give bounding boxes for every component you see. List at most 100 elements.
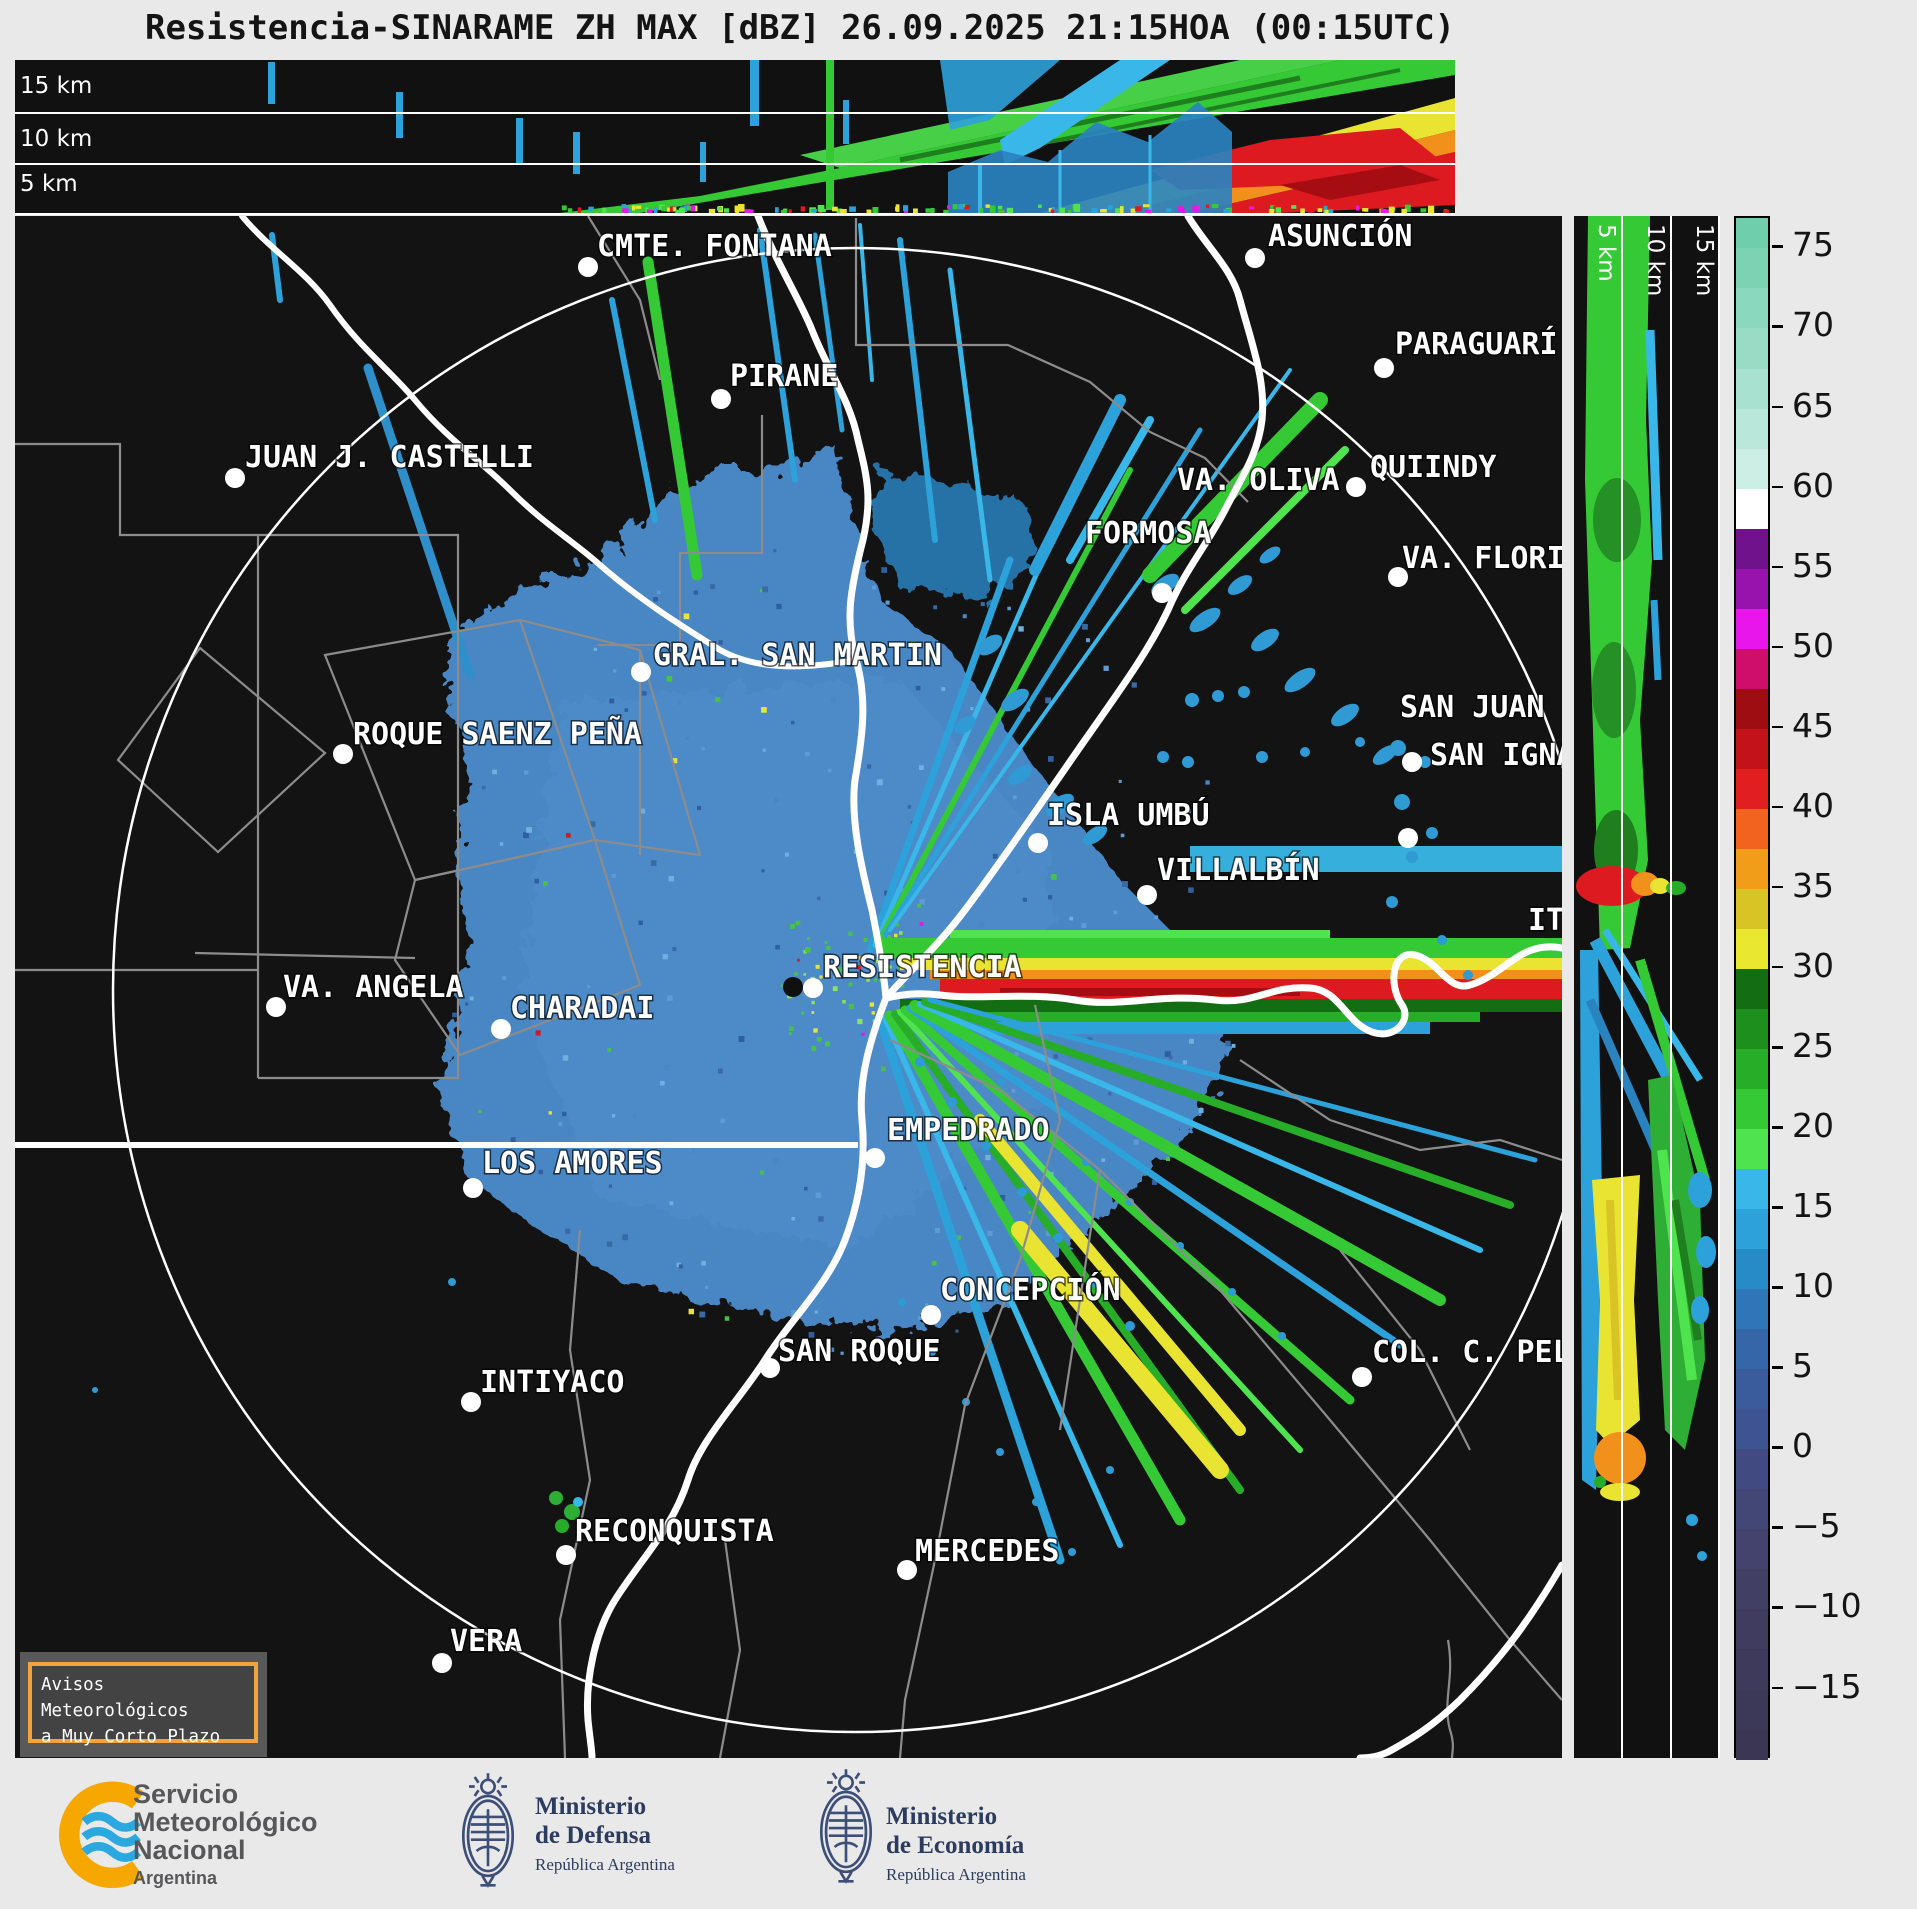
colorbar-tick (1772, 725, 1783, 729)
radar-range-circle (111, 246, 1562, 1734)
city-labels-layer: CMTE. FONTANA ASUNCIÓN PIRANE PARAGUARÍ JUAN… (225, 216, 1562, 1673)
colorbar-tick (1772, 1526, 1783, 1529)
colorbar-tick (1772, 1206, 1783, 1209)
city-dot (1352, 1367, 1372, 1387)
warning-line-2: a Muy Corto Plazo (41, 1727, 221, 1747)
colorbar-cell (1736, 568, 1768, 609)
colorbar-cell (1736, 888, 1768, 929)
colorbar-cell (1736, 368, 1768, 409)
colorbar-tick-label: 45 (1792, 705, 1834, 745)
scattered-echo-patches (92, 546, 1473, 1556)
city-dot (1346, 477, 1366, 497)
city-label: VA. ANGELA (283, 970, 464, 1005)
altitude-gridline-5km (15, 163, 1455, 165)
warning-box-inner: Avisos Meteorológicos a Muy Corto Plazo (28, 1662, 258, 1747)
stratiform-echo-region (440, 440, 1230, 1330)
city-label: LOS AMORES (482, 1146, 663, 1181)
city-label: GRAL. SAN MARTIN (653, 638, 942, 673)
defensa-coat-of-arms (461, 1773, 515, 1888)
city-dot (556, 1545, 576, 1565)
colorbar-cell (1736, 928, 1768, 969)
city-label: VILLALBÍN (1157, 852, 1320, 888)
colorbar-tick-label: 60 (1792, 465, 1834, 505)
altitude-label-5km: 5 km (20, 171, 78, 197)
colorbar-tick (1772, 325, 1783, 328)
colorbar-cell (1736, 848, 1768, 889)
city-label: SAN ROQUE (778, 1334, 941, 1369)
city-label: FORMOSA (1085, 516, 1211, 551)
city-label: JUAN J. CASTELLI (245, 440, 534, 475)
smn-line-3: Nacional (133, 1835, 246, 1865)
colorbar-tick-label: 25 (1792, 1026, 1834, 1066)
colorbar-tick-label: 75 (1792, 225, 1834, 265)
altitude-label-5km-v: 5 km (1593, 224, 1619, 282)
city-dot (491, 1019, 511, 1039)
city-dot (1028, 833, 1048, 853)
economia-wordmark: Ministerio de Economía República Argenti… (886, 1802, 1026, 1889)
colorbar-cell (1736, 1489, 1768, 1530)
colorbar-cell (1736, 1289, 1768, 1330)
economia-line-1: Ministerio (886, 1803, 998, 1830)
defensa-line-2: de Defensa (535, 1822, 651, 1849)
east-squall-band (880, 846, 1562, 1034)
defensa-line-3: República Argentina (535, 1855, 675, 1874)
city-dot (1402, 752, 1422, 772)
colorbar-cell (1736, 1049, 1768, 1090)
city-dot (897, 1560, 917, 1580)
colorbar-tick (1772, 1366, 1783, 1369)
city-dot (865, 1148, 885, 1168)
city-dot (461, 1392, 481, 1412)
city-label: ISLA UMBÚ (1047, 796, 1210, 833)
altitude-label-15km-v: 15 km (1691, 224, 1717, 297)
colorbar-tick (1772, 1446, 1783, 1449)
colorbar-tick-label: 55 (1792, 545, 1834, 585)
colorbar-cell (1736, 648, 1768, 689)
isolated-green-cell (549, 1491, 583, 1533)
city-label: COL. C. PELL (1372, 1335, 1562, 1370)
colorbar-tick-label: 15 (1792, 1186, 1834, 1226)
colorbar-cell (1736, 1089, 1768, 1130)
colorbar-tick (1772, 1126, 1783, 1129)
radar-site-dot (783, 977, 803, 997)
city-dot (803, 978, 823, 998)
colorbar-tick (1772, 405, 1783, 409)
colorbar-cell (1736, 1729, 1768, 1760)
city-dot (333, 744, 353, 764)
colorbar-cell (1736, 288, 1768, 329)
colorbar-tick-label: 70 (1792, 305, 1834, 345)
colorbar-cell (1736, 1369, 1768, 1410)
colorbar-tick-label: 50 (1792, 625, 1834, 665)
page-title: Resistencia-SINARAME ZH MAX [dBZ] 26.09.… (144, 8, 1456, 48)
colorbar-cell (1736, 448, 1768, 489)
city-label: ITÁ (1528, 902, 1562, 938)
city-label: CONCEPCIÓN (940, 1271, 1121, 1308)
city-dot (631, 662, 651, 682)
dbz-colorbar (1734, 216, 1770, 1760)
colorbar-cell (1736, 728, 1768, 769)
radar-map-plot: CMTE. FONTANA ASUNCIÓN PIRANE PARAGUARÍ JUAN… (15, 216, 1562, 1758)
colorbar-tick (1772, 965, 1783, 969)
city-label: CHARADAI (510, 991, 655, 1026)
smn-line-4: Argentina (133, 1868, 218, 1888)
colorbar-cell (1736, 968, 1768, 1009)
colorbar-tick-label: −5 (1792, 1506, 1841, 1546)
city-dot (760, 1358, 780, 1378)
colorbar-cell (1736, 808, 1768, 849)
smn-line-2: Meteorológico (133, 1807, 318, 1837)
colorbar-cell (1736, 1409, 1768, 1450)
colorbar-cell (1736, 1649, 1768, 1690)
city-dot (1137, 885, 1157, 905)
city-dot (1374, 358, 1394, 378)
altitude-gridline-5km-v (1621, 216, 1623, 1758)
top-cross-section-plot (268, 60, 1455, 213)
city-label: PIRANE (730, 359, 838, 394)
altitude-gridline-10km-v (1670, 216, 1672, 1758)
altitude-label-15km: 15 km (20, 73, 93, 99)
top-cross-section-panel: 15 km 10 km 5 km (15, 60, 1455, 215)
warning-box: Avisos Meteorológicos a Muy Corto Plazo (20, 1652, 267, 1757)
city-dot (432, 1653, 452, 1673)
altitude-gridline-15km-v (1718, 216, 1720, 1758)
city-label: VA. FLORID (1402, 541, 1562, 576)
colorbar-cell (1736, 528, 1768, 569)
